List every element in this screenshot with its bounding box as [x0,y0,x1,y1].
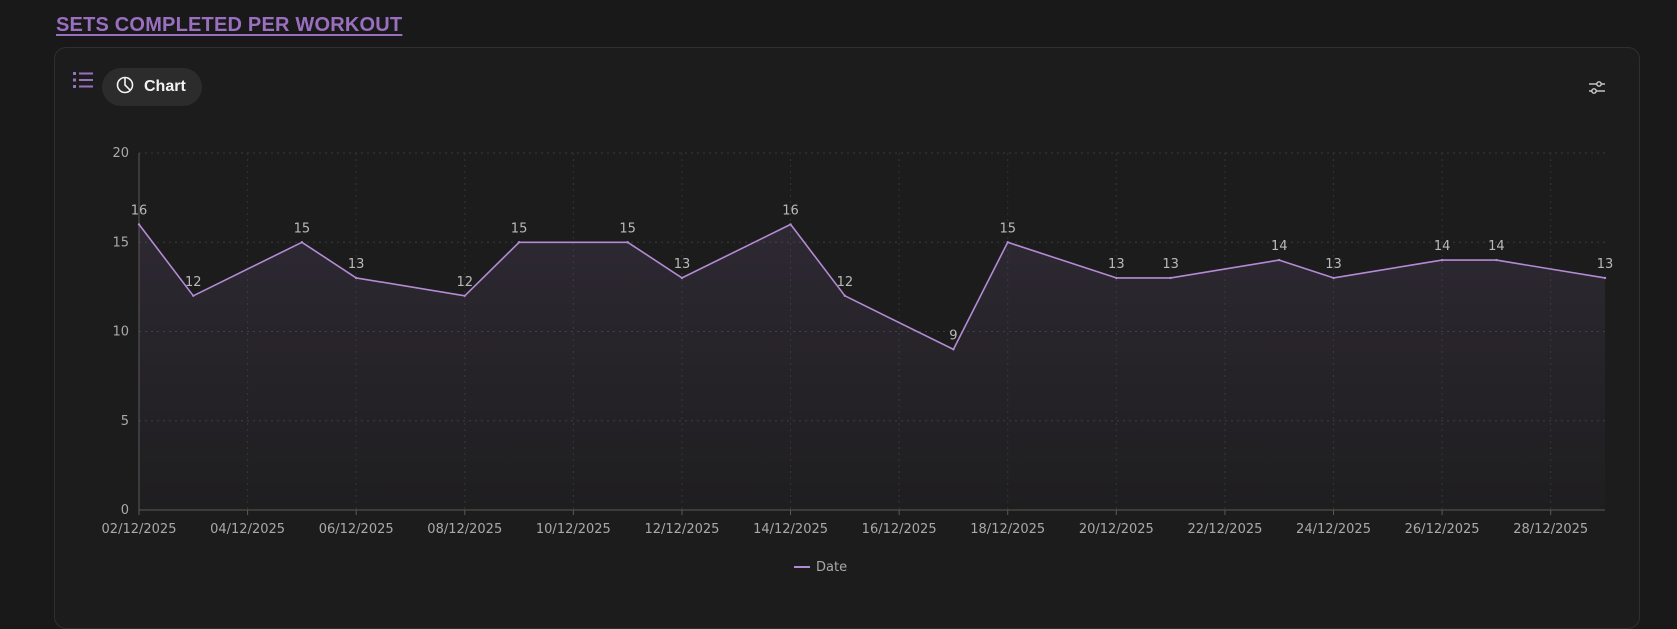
data-label: 15 [294,221,311,236]
x-tick-label: 06/12/2025 [319,522,394,537]
data-label: 16 [131,203,148,218]
data-point [680,276,684,280]
tab-chart[interactable]: Chart [102,68,202,106]
chart-card: Chart 0 5 10 15 20 02/12/2025 04/12/2025 06/12/… [54,47,1640,629]
data-point [1495,258,1498,262]
pie-chart-icon [116,76,134,99]
page-title[interactable]: SETS COMPLETED PER WORKOUT [56,14,403,36]
x-tick-label: 28/12/2025 [1513,522,1588,537]
x-tick-label: 18/12/2025 [970,522,1045,537]
data-label: 12 [837,275,854,290]
data-label: 13 [1108,257,1125,272]
data-point [300,241,304,244]
sets-line-chart: 0 5 10 15 20 02/12/2025 04/12/2025 06/12/2025 08… [102,146,1614,575]
list-icon[interactable] [72,70,96,90]
y-tick-label: 15 [112,235,129,250]
y-tick-label: 20 [112,146,129,161]
x-tick-label: 16/12/2025 [862,522,937,537]
data-label: 15 [999,221,1016,236]
x-tick-label: 24/12/2025 [1296,522,1371,537]
data-label: 13 [674,257,691,272]
data-label: 14 [1434,239,1451,254]
data-label: 13 [1325,257,1342,272]
data-point [789,223,792,226]
data-label: 15 [619,221,636,236]
data-point [1169,276,1172,280]
data-point [354,276,358,280]
data-point [517,241,521,244]
data-label: 14 [1271,239,1288,254]
tab-chart-label: Chart [144,78,186,95]
data-label: 13 [1162,257,1179,272]
data-label: 9 [949,328,957,343]
data-label: 13 [1597,257,1614,272]
data-point [192,294,195,297]
data-label: 14 [1488,239,1505,254]
x-tick-label: 20/12/2025 [1079,522,1154,537]
legend-label: Date [816,560,847,575]
y-tick-label: 10 [112,325,129,340]
y-tick-label: 0 [121,503,129,518]
x-tick-label: 04/12/2025 [210,522,285,537]
data-point [463,294,466,297]
data-label: 12 [457,275,474,290]
data-label: 13 [348,257,365,272]
data-point [843,294,847,297]
sliders-icon[interactable] [1587,78,1607,98]
data-point [1440,258,1444,262]
x-tick-label: 12/12/2025 [644,522,719,537]
x-tick-label: 02/12/2025 [102,522,177,537]
data-label: 15 [511,221,528,236]
data-point [1603,276,1607,280]
data-point [626,241,629,244]
data-label: 12 [185,275,202,290]
x-tick-label: 08/12/2025 [427,522,502,537]
data-point [1115,276,1118,280]
data-label: 16 [782,203,799,218]
x-tick-label: 14/12/2025 [753,522,828,537]
y-tick-label: 5 [121,414,129,429]
x-tick-label: 26/12/2025 [1405,522,1480,537]
data-point [137,223,141,226]
x-tick-label: 22/12/2025 [1187,522,1262,537]
data-point [952,348,955,351]
data-point [1278,258,1281,262]
data-point [1006,241,1009,244]
data-point [1332,276,1335,280]
series-area-fill [139,224,1605,510]
x-tick-label: 10/12/2025 [536,522,611,537]
